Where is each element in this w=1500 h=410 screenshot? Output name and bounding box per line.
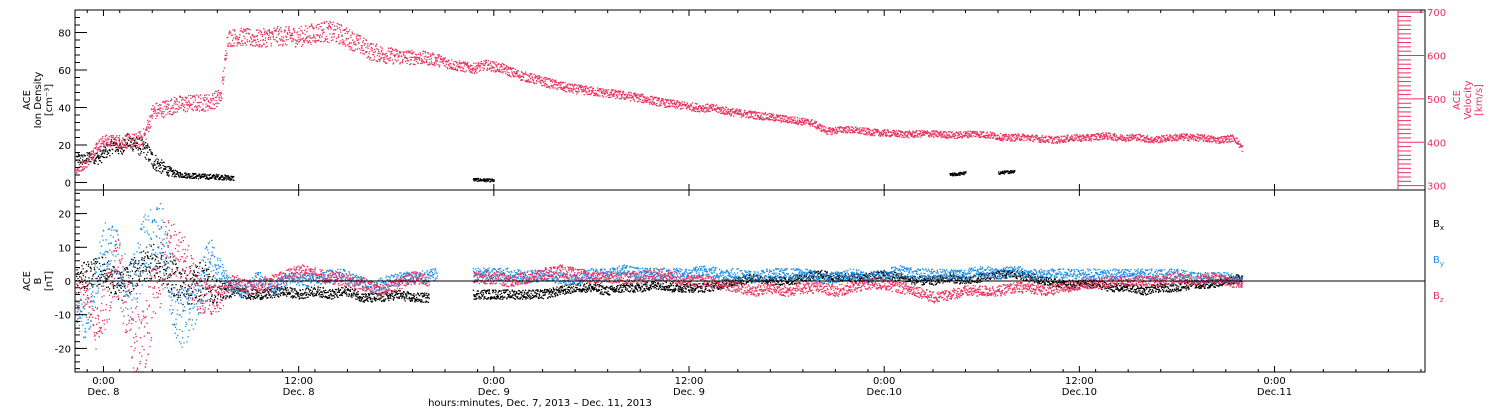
x-tick-time: 0:00 (92, 376, 114, 387)
right-axis-label-line: Velocity (1463, 80, 1474, 119)
x-tick-time: 12:00 (1065, 376, 1094, 387)
y-tick-label: 80 (58, 29, 71, 40)
top-panel-frame (74, 9, 1426, 191)
x-tick-time: 12:00 (284, 376, 313, 387)
x-tick-day: Dec. 9 (478, 387, 510, 398)
y-axis-label-line: Ion Density (33, 72, 44, 129)
y-tick-label: 20 (58, 141, 71, 152)
x-tick-day: Dec. 8 (283, 387, 315, 398)
y-axis-label-line: [cm⁻³] (44, 84, 55, 116)
legend-bz: Bz (1433, 291, 1444, 304)
x-tick-time: 12:00 (675, 376, 704, 387)
right-axis-label-line: ACE (1452, 90, 1463, 110)
y-tick-label: -10 (55, 311, 71, 322)
series-top-velocity (75, 21, 1244, 174)
series-bottom-by-dots (75, 202, 1244, 348)
legend-by: By (1433, 255, 1444, 268)
y-tick-label: 10 (58, 243, 71, 254)
y-tick-label: 0 (65, 179, 71, 190)
series-bottom-bz-dots (75, 220, 1244, 373)
bottom-marks (75, 202, 1244, 373)
x-tick-time: 0:00 (873, 376, 895, 387)
right-tick-label: 700 (1427, 8, 1446, 19)
x-axis-label: hours:minutes, Dec. 7, 2013 – Dec. 11, 2… (428, 398, 652, 409)
y-axis-label-line: ACE (22, 90, 33, 110)
legend-bx: Bx (1433, 219, 1444, 232)
x-tick-day: Dec. 9 (673, 387, 705, 398)
right-tick-label: 600 (1427, 52, 1446, 63)
series-bottom-by (75, 202, 1244, 348)
x-tick-day: Dec.10 (1062, 387, 1097, 398)
y-axis-label-line: [nT] (44, 271, 55, 291)
y-tick-label: 20 (58, 210, 71, 221)
y-axis-label-line: B (33, 277, 44, 284)
top-marks (75, 21, 1244, 183)
series-bottom-bz (75, 220, 1244, 373)
y-axis-label-line: ACE (22, 271, 33, 291)
x-tick-day: Dec. 8 (87, 387, 119, 398)
y-tick-label: -20 (55, 344, 71, 355)
x-tick-time: 0:00 (1263, 376, 1285, 387)
right-tick-label: 400 (1427, 138, 1446, 149)
right-tick-label: 500 (1427, 95, 1446, 106)
x-tick-day: Dec.11 (1257, 387, 1292, 398)
y-tick-label: 40 (58, 104, 71, 115)
y-tick-label: 60 (58, 66, 71, 77)
series-top-velocity-dots (75, 21, 1244, 174)
y-tick-label: 0 (65, 277, 71, 288)
right-tick-label: 300 (1427, 182, 1446, 193)
x-tick-day: Dec.10 (867, 387, 902, 398)
series-top-density-dots (75, 132, 1016, 183)
x-tick-time: 0:00 (483, 376, 505, 387)
right-axis-label-line: [km/s] (1474, 84, 1485, 116)
series-top-density (75, 132, 1016, 183)
